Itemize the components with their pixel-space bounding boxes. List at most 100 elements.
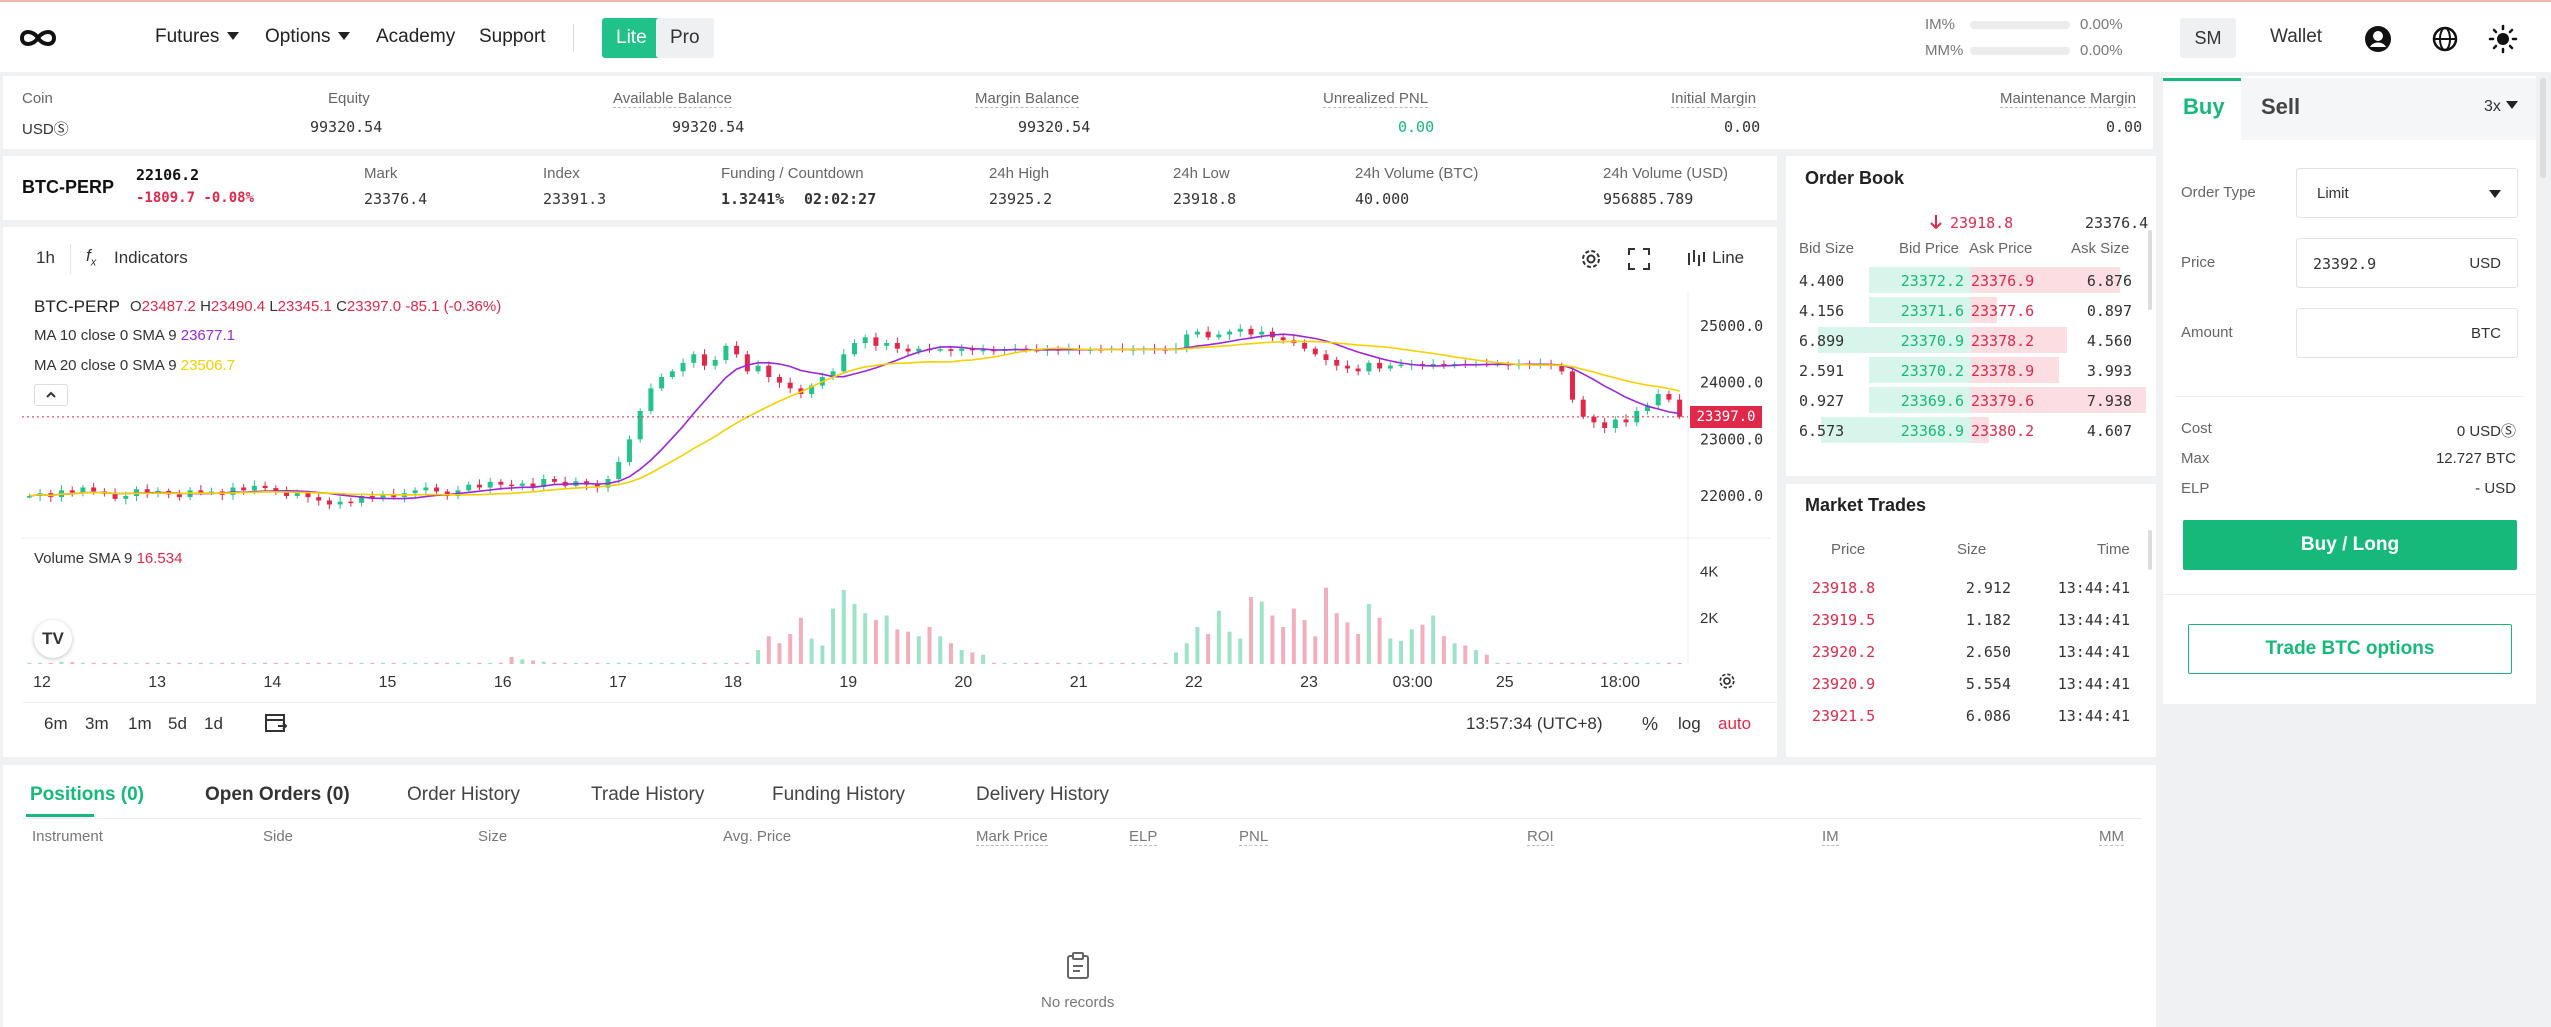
legend-ma20-label: MA 20 close 0 SMA 9	[34, 357, 177, 374]
wallet-button[interactable]: Wallet	[2270, 26, 2323, 47]
col-mm[interactable]: MM	[2099, 828, 2124, 846]
account-initial-margin-label[interactable]: Initial Margin	[1671, 90, 1757, 108]
im-bar	[1970, 21, 2070, 29]
order-book-scrollbar[interactable]	[2148, 230, 2152, 310]
trade-size: 2.912	[1965, 579, 2011, 597]
candle	[380, 494, 386, 499]
account-maintenance-margin-label[interactable]: Maintenance Margin	[2000, 90, 2136, 108]
price-input[interactable]: 23392.9 USD	[2296, 238, 2518, 288]
avatar[interactable]: SM	[2180, 18, 2236, 58]
volume-bar	[1216, 610, 1221, 664]
order-book-row[interactable]: 0.927 23369.6 23379.6 7.938	[1786, 385, 2156, 415]
account-maintenance-margin-value: 0.00	[2106, 118, 2143, 136]
account-available-label[interactable]: Available Balance	[613, 90, 732, 108]
user-icon[interactable]	[2364, 25, 2392, 53]
gear-icon[interactable]	[1578, 246, 1604, 272]
volume-bar	[531, 660, 536, 664]
ask-size: 7.938	[2086, 392, 2132, 410]
indicators-button[interactable]: Indicators	[114, 248, 188, 267]
globe-icon[interactable]	[2432, 26, 2458, 52]
account-upnl-label[interactable]: Unrealized PNL	[1323, 90, 1429, 108]
tab-order-history[interactable]: Order History	[407, 784, 520, 805]
tradingview-logo-icon[interactable]: TV	[34, 620, 72, 658]
chevron-down-icon	[2489, 190, 2501, 198]
col-pnl[interactable]: PNL	[1239, 828, 1269, 846]
ticker-low-value: 23918.8	[1173, 190, 1237, 208]
line-style-icon[interactable]	[1686, 248, 1706, 268]
range-1m[interactable]: 1m	[128, 714, 152, 733]
mode-lite-button[interactable]: Lite	[602, 18, 661, 58]
interval-button[interactable]: 1h	[36, 248, 55, 267]
fullscreen-icon[interactable]	[1627, 247, 1651, 271]
range-6m[interactable]: 6m	[44, 714, 68, 733]
mode-pro-button[interactable]: Pro	[656, 18, 714, 58]
percent-toggle[interactable]: %	[1642, 714, 1659, 734]
volume-bar	[1388, 638, 1393, 664]
volume-bar	[723, 662, 728, 664]
range-1d[interactable]: 1d	[204, 714, 223, 733]
candle	[648, 388, 654, 411]
order-book-row[interactable]: 6.573 23368.9 23380.2 4.607	[1786, 415, 2156, 445]
order-book-row[interactable]: 4.156 23371.6 23377.6 0.897	[1786, 295, 2156, 325]
range-5d[interactable]: 5d	[168, 714, 187, 733]
nav-support[interactable]: Support	[479, 26, 546, 47]
legend-h-label: H	[200, 298, 211, 315]
order-book-row[interactable]: 2.591 23370.2 23378.9 3.993	[1786, 355, 2156, 385]
sell-tab[interactable]: Sell	[2261, 94, 2301, 119]
date-range-icon[interactable]	[264, 712, 288, 734]
tab-funding-history[interactable]: Funding History	[772, 784, 906, 805]
account-margin-balance-label[interactable]: Margin Balance	[975, 90, 1080, 108]
volume-bar	[1195, 627, 1200, 664]
log-toggle[interactable]: log	[1678, 714, 1701, 733]
chart-style-button[interactable]: Line	[1712, 248, 1745, 267]
auto-toggle[interactable]: auto	[1718, 714, 1752, 733]
order-book-row[interactable]: 4.400 23372.2 23376.9 6.876	[1786, 265, 2156, 295]
buy-long-button[interactable]: Buy / Long	[2183, 520, 2517, 570]
page-scrollbar[interactable]	[2540, 78, 2546, 178]
nav-options[interactable]: Options	[265, 26, 351, 48]
trade-options-button[interactable]: Trade BTC options	[2188, 624, 2512, 674]
ticker-symbol[interactable]: BTC-PERP	[22, 177, 115, 197]
tab-open-orders[interactable]: Open Orders (0)	[205, 784, 350, 805]
tab-positions[interactable]: Positions (0)	[30, 784, 145, 805]
tab-delivery-history[interactable]: Delivery History	[976, 784, 1110, 805]
volume-bar	[402, 662, 407, 664]
tab-trade-history[interactable]: Trade History	[591, 784, 705, 805]
col-mark-price[interactable]: Mark Price	[976, 828, 1048, 846]
range-3m[interactable]: 3m	[85, 714, 109, 733]
candle	[894, 343, 900, 349]
logo-icon[interactable]	[18, 26, 58, 50]
order-book-last-price: 23918.8	[1950, 214, 2014, 232]
order-type-select[interactable]: Limit	[2296, 168, 2518, 218]
volume-bar	[1034, 662, 1039, 664]
amount-input[interactable]: BTC	[2296, 308, 2518, 358]
mm-bar	[1970, 47, 2070, 55]
leverage-select[interactable]: 3x	[2484, 98, 2518, 116]
gear-icon[interactable]	[1716, 670, 1738, 692]
volume-bar	[102, 662, 107, 664]
col-elp[interactable]: ELP	[1129, 828, 1158, 846]
col-roi[interactable]: ROI	[1527, 828, 1554, 846]
volume-bar	[927, 627, 932, 664]
col-im[interactable]: IM	[1822, 828, 1839, 846]
volume-bar	[1002, 662, 1007, 664]
volume-bar	[113, 662, 118, 664]
legend-collapse-button[interactable]	[34, 384, 68, 406]
candle	[1591, 416, 1597, 423]
nav-academy[interactable]: Academy	[376, 26, 456, 47]
volume-bar	[873, 620, 878, 664]
buy-tab[interactable]: Buy	[2183, 94, 2225, 119]
max-label: Max	[2181, 450, 2210, 467]
sun-icon[interactable]	[2488, 24, 2518, 54]
volume-bar	[1066, 662, 1071, 664]
order-book-row[interactable]: 6.899 23370.9 23378.2 4.560	[1786, 325, 2156, 355]
candle	[1248, 328, 1254, 335]
candle	[723, 345, 729, 360]
market-trades-scrollbar[interactable]	[2148, 530, 2152, 570]
chart-clock[interactable]: 13:57:34 (UTC+8)	[1466, 714, 1603, 733]
nav-futures[interactable]: Futures	[155, 26, 240, 48]
ticker-funding-label: Funding / Countdown	[721, 165, 864, 182]
account-equity-label: Equity	[328, 90, 370, 107]
ask-size: 4.607	[2086, 422, 2132, 440]
